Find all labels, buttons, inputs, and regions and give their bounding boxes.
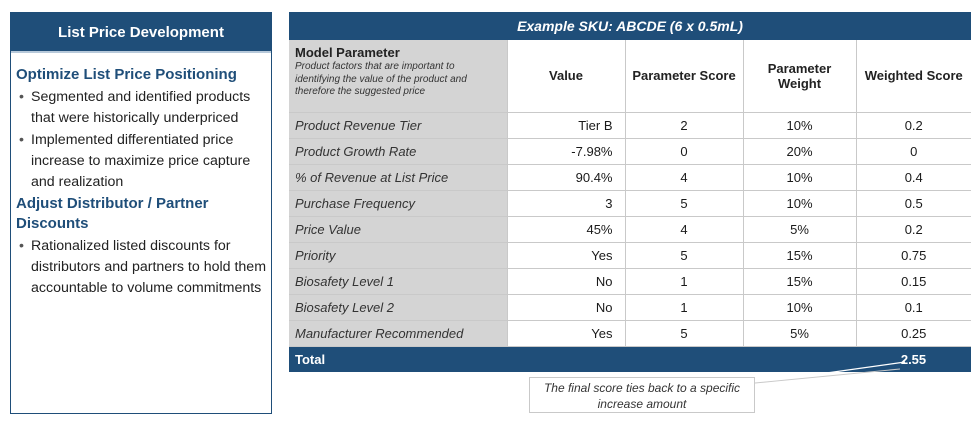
row-weight: 10% xyxy=(742,190,856,217)
total-value: 2.55 xyxy=(856,346,971,372)
sku-scoring-table: Example SKU: ABCDE (6 x 0.5mL) Model Par… xyxy=(289,12,971,372)
left-panel-body: Optimize List Price Positioning • Segment… xyxy=(11,53,271,299)
row-weight: 5% xyxy=(742,216,856,243)
bullet-item: • Rationalized listed discounts for distr… xyxy=(16,236,266,299)
parameter-table: Model Parameter Product factors that are… xyxy=(289,40,971,372)
row-value: 90.4% xyxy=(506,164,625,191)
row-score: 1 xyxy=(624,294,743,321)
row-value: 45% xyxy=(506,216,625,243)
row-parameter: Product Revenue Tier xyxy=(289,112,507,139)
row-weighted: 0.1 xyxy=(855,294,971,321)
bullet-item: • Segmented and identified products that … xyxy=(16,87,266,129)
row-weight: 10% xyxy=(742,112,856,139)
total-spacer xyxy=(743,346,856,372)
section-heading-discounts: Adjust Distributor / Partner Discounts xyxy=(16,195,209,232)
total-row: Total 2.55 xyxy=(289,346,971,372)
row-weighted: 0.2 xyxy=(855,216,971,243)
bullet-text: Implemented differentiated price increas… xyxy=(31,132,251,190)
row-weighted: 0.25 xyxy=(855,320,971,347)
row-score: 2 xyxy=(624,112,743,139)
sku-title: Example SKU: ABCDE (6 x 0.5mL) xyxy=(289,12,971,40)
row-score: 1 xyxy=(624,268,743,295)
row-parameter: Price Value xyxy=(289,216,507,243)
row-weight: 15% xyxy=(742,242,856,269)
table-row: Priority Yes 5 15% 0.75 xyxy=(289,242,971,269)
table-row: Product Revenue Tier Tier B 2 10% 0.2 xyxy=(289,112,971,139)
table-row: Manufacturer Recommended Yes 5 5% 0.25 xyxy=(289,320,971,347)
header-parameter-weight: Parameter Weight xyxy=(742,40,856,113)
row-weighted: 0.4 xyxy=(855,164,971,191)
total-spacer xyxy=(625,346,743,372)
header-parameter-score: Parameter Score xyxy=(624,40,743,113)
row-parameter: % of Revenue at List Price xyxy=(289,164,507,191)
row-weighted: 0.2 xyxy=(855,112,971,139)
row-weighted: 0.75 xyxy=(855,242,971,269)
header-weighted-score: Weighted Score xyxy=(855,40,971,113)
section-bullets-list-price: • Segmented and identified products that … xyxy=(16,87,266,193)
row-value: Tier B xyxy=(506,112,625,139)
row-weight: 10% xyxy=(742,294,856,321)
row-value: Yes xyxy=(506,242,625,269)
row-weight: 10% xyxy=(742,164,856,191)
row-weight: 5% xyxy=(742,320,856,347)
section-bullets-discounts: • Rationalized listed discounts for distr… xyxy=(16,236,266,299)
row-parameter: Manufacturer Recommended xyxy=(289,320,507,347)
row-weighted: 0.5 xyxy=(855,190,971,217)
left-panel: List Price Development Optimize List Pri… xyxy=(10,12,272,414)
row-parameter: Biosafety Level 1 xyxy=(289,268,507,295)
table-row: Purchase Frequency 3 5 10% 0.5 xyxy=(289,190,971,217)
bullet-text: Segmented and identified products that w… xyxy=(31,89,251,126)
row-score: 4 xyxy=(624,164,743,191)
table-row: Biosafety Level 2 No 1 10% 0.1 xyxy=(289,294,971,321)
table-row: % of Revenue at List Price 90.4% 4 10% 0… xyxy=(289,164,971,191)
header-value: Value xyxy=(506,40,625,113)
row-value: No xyxy=(506,268,625,295)
row-weight: 15% xyxy=(742,268,856,295)
row-score: 5 xyxy=(624,242,743,269)
header-model-parameter: Model Parameter Product factors that are… xyxy=(289,40,507,113)
row-parameter: Purchase Frequency xyxy=(289,190,507,217)
total-spacer xyxy=(507,346,625,372)
table-row: Price Value 45% 4 5% 0.2 xyxy=(289,216,971,243)
header-param-description: Product factors that are important to id… xyxy=(295,61,467,97)
header-param-title: Model Parameter xyxy=(295,45,400,60)
row-score: 0 xyxy=(624,138,743,165)
row-value: 3 xyxy=(506,190,625,217)
row-value: -7.98% xyxy=(506,138,625,165)
row-score: 4 xyxy=(624,216,743,243)
bullet-icon: • xyxy=(19,89,24,105)
row-weighted: 0 xyxy=(855,138,971,165)
row-parameter: Priority xyxy=(289,242,507,269)
left-panel-title: List Price Development xyxy=(11,13,271,53)
row-value: Yes xyxy=(506,320,625,347)
bullet-icon: • xyxy=(19,132,24,148)
table-header-row: Model Parameter Product factors that are… xyxy=(289,40,971,113)
row-score: 5 xyxy=(624,190,743,217)
row-parameter: Biosafety Level 2 xyxy=(289,294,507,321)
table-row: Product Growth Rate -7.98% 0 20% 0 xyxy=(289,138,971,165)
row-weight: 20% xyxy=(742,138,856,165)
row-weighted: 0.15 xyxy=(855,268,971,295)
bullet-item: • Implemented differentiated price increa… xyxy=(16,130,266,193)
row-value: No xyxy=(506,294,625,321)
row-score: 5 xyxy=(624,320,743,347)
bullet-icon: • xyxy=(19,238,24,254)
callout-note: The final score ties back to a specific … xyxy=(529,377,755,413)
row-parameter: Product Growth Rate xyxy=(289,138,507,165)
section-heading-list-price: Optimize List Price Positioning xyxy=(16,66,237,83)
total-label: Total xyxy=(289,346,507,372)
bullet-text: Rationalized listed discounts for distri… xyxy=(31,238,267,296)
table-row: Biosafety Level 1 No 1 15% 0.15 xyxy=(289,268,971,295)
